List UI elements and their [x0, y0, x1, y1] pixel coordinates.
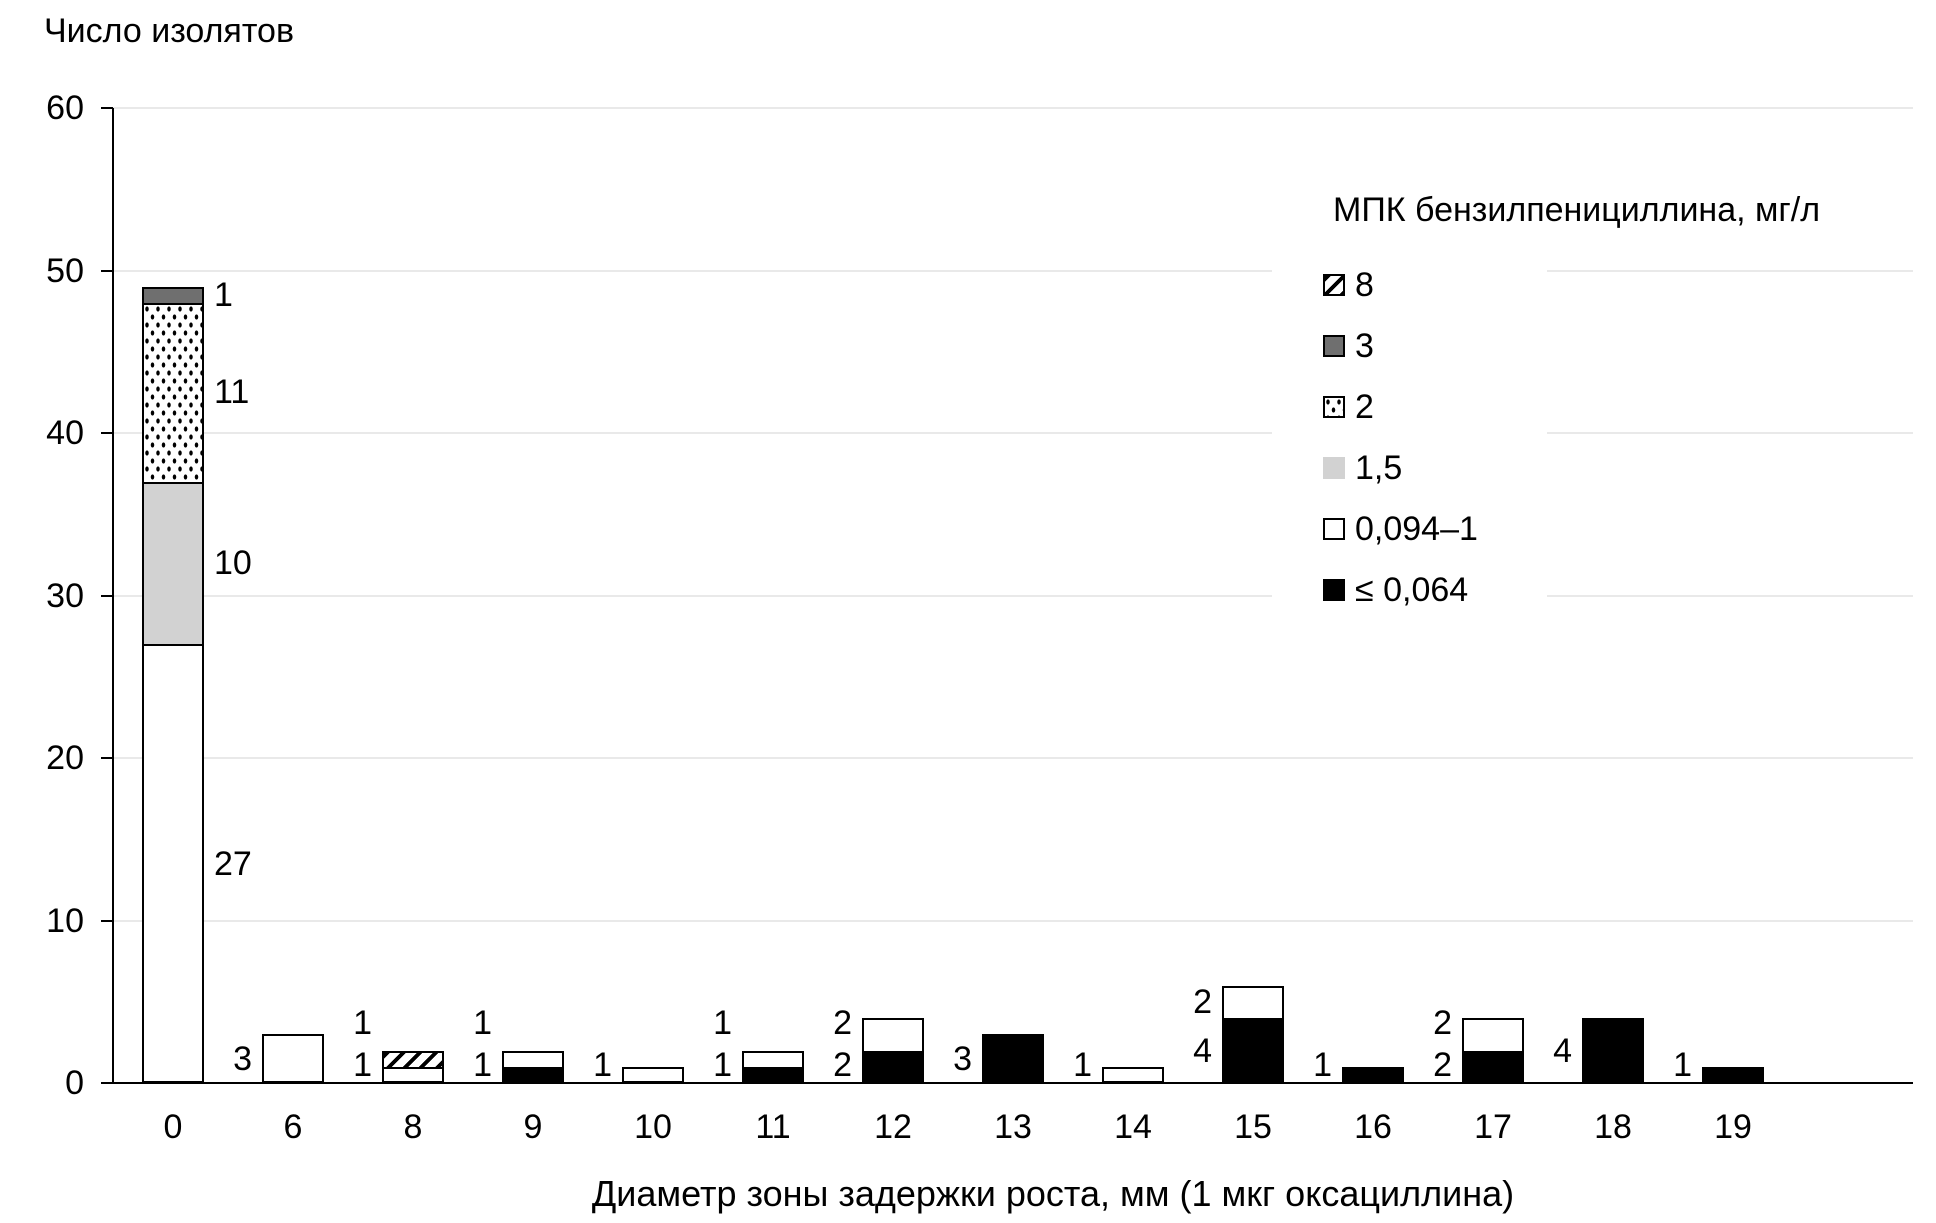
data-label: 2: [1433, 1004, 1452, 1042]
bar-segment-mic0094: [502, 1050, 564, 1069]
data-label: 4: [1553, 1031, 1572, 1070]
x-category-label: 14: [1114, 1108, 1152, 1146]
data-label: 1: [1073, 1046, 1092, 1084]
legend-item-mic8: 8: [1323, 268, 1547, 302]
y-gridline: [113, 919, 1913, 922]
legend-swatch-mic0094: [1323, 518, 1345, 540]
y-gridline: [113, 757, 1913, 759]
data-label: 3: [233, 1039, 252, 1078]
data-label: 11: [214, 373, 250, 412]
y-tick-label: 60: [46, 89, 84, 127]
x-category-label: 15: [1234, 1108, 1272, 1146]
data-label: 1: [713, 1004, 732, 1042]
data-label: 1: [214, 275, 233, 314]
x-category-label: 9: [523, 1108, 543, 1146]
data-label: 1: [353, 1046, 372, 1084]
y-gridline: [113, 432, 1913, 434]
legend-title: МПК бензилпенициллина, мг/л: [1333, 191, 1821, 229]
bar-segment-mic0064: [1342, 1066, 1404, 1083]
data-label: 1: [473, 1004, 492, 1042]
y-gridline: [113, 594, 1913, 597]
x-axis-line: [113, 1082, 1913, 1084]
data-label: 3: [953, 1039, 972, 1078]
data-label: 2: [1193, 982, 1212, 1021]
data-label: 10: [214, 544, 252, 582]
bar-segment-mic0094: [1102, 1066, 1164, 1083]
legend-item-mic3: 3: [1323, 329, 1547, 363]
data-label: 27: [214, 844, 252, 883]
legend-swatch-mic15: [1323, 457, 1345, 479]
data-label: 1: [1673, 1046, 1692, 1084]
x-category-label: 8: [403, 1108, 423, 1146]
x-category-label: 12: [874, 1108, 912, 1146]
legend-swatch-mic8: [1323, 274, 1345, 296]
legend-swatch-mic2: [1323, 396, 1345, 418]
legend-item-label: 3: [1355, 327, 1374, 365]
legend-item-mic15: 1,5: [1323, 451, 1547, 485]
data-label: 1: [1313, 1046, 1332, 1084]
bar-segment-mic0094: [622, 1066, 684, 1083]
bar-segment-mic0094: [742, 1050, 804, 1069]
x-category-label: 11: [755, 1108, 791, 1146]
x-category-label: 16: [1354, 1108, 1392, 1146]
legend-item-label: 2: [1355, 388, 1374, 426]
x-category-label: 17: [1474, 1108, 1512, 1146]
bar-segment-mic0064: [1222, 1018, 1284, 1083]
bar-segment-mic0094: [1222, 985, 1284, 1020]
x-axis-title: Диаметр зоны задержки роста, мм (1 мкг о…: [591, 1173, 1515, 1214]
legend: 8 3 2 1,5 0,094–1 ≤ 0,064: [1272, 250, 1547, 626]
bar-segment-mic0094: [862, 1018, 924, 1053]
legend-item-mic0064: ≤ 0,064: [1323, 573, 1547, 607]
legend-item-label: 0,094–1: [1355, 510, 1478, 548]
x-category-label: 18: [1594, 1108, 1632, 1146]
y-axis-tick: [101, 432, 113, 434]
bar-segment-mic0064: [1582, 1018, 1644, 1083]
y-tick-label: 10: [46, 901, 84, 940]
legend-swatch-mic3: [1323, 335, 1345, 357]
legend-item-label: ≤ 0,064: [1355, 571, 1469, 609]
bar-segment-mic15: [142, 481, 204, 647]
x-category-label: 19: [1714, 1108, 1752, 1146]
legend-item-label: 1,5: [1355, 449, 1403, 487]
bar-segment-mic0064: [1702, 1066, 1764, 1083]
bar-segment-mic3: [142, 286, 204, 305]
y-axis-tick: [101, 757, 113, 759]
y-tick-label: 50: [46, 251, 84, 290]
x-category-label: 0: [163, 1108, 183, 1146]
y-gridline: [113, 269, 1913, 272]
data-label: 2: [1433, 1046, 1452, 1084]
y-tick-label: 30: [46, 576, 84, 615]
y-axis-tick: [101, 1082, 113, 1084]
data-label: 1: [473, 1046, 492, 1084]
y-tick-label: 40: [46, 414, 84, 452]
y-axis-tick: [101, 269, 113, 272]
bar-segment-mic0064: [982, 1034, 1044, 1083]
data-label: 2: [833, 1004, 852, 1042]
legend-item-label: 8: [1355, 266, 1374, 304]
y-axis-tick: [101, 107, 113, 109]
bar-segment-mic0094: [1462, 1018, 1524, 1053]
x-category-label: 13: [994, 1108, 1032, 1146]
y-axis-line: [112, 108, 114, 1084]
bar-segment-mic0094: [142, 644, 204, 1083]
data-label: 1: [713, 1046, 732, 1084]
y-tick-label: 0: [65, 1064, 84, 1102]
legend-item-mic2: 2: [1323, 390, 1547, 424]
y-axis-title: Число изолятов: [44, 12, 295, 50]
x-category-label: 10: [634, 1108, 672, 1146]
bar-segment-mic2: [142, 303, 204, 484]
legend-item-mic0094: 0,094–1: [1323, 512, 1547, 546]
y-axis-tick: [101, 919, 113, 922]
data-label: 1: [593, 1046, 612, 1084]
data-label: 2: [833, 1046, 852, 1084]
y-tick-label: 20: [46, 739, 84, 777]
x-category-label: 6: [283, 1108, 303, 1146]
y-gridline: [113, 107, 1913, 109]
data-label: 4: [1193, 1031, 1212, 1070]
data-label: 1: [353, 1004, 372, 1042]
legend-swatch-mic0064: [1323, 579, 1345, 601]
bar-segment-mic8: [382, 1050, 444, 1069]
y-axis-tick: [101, 594, 113, 597]
